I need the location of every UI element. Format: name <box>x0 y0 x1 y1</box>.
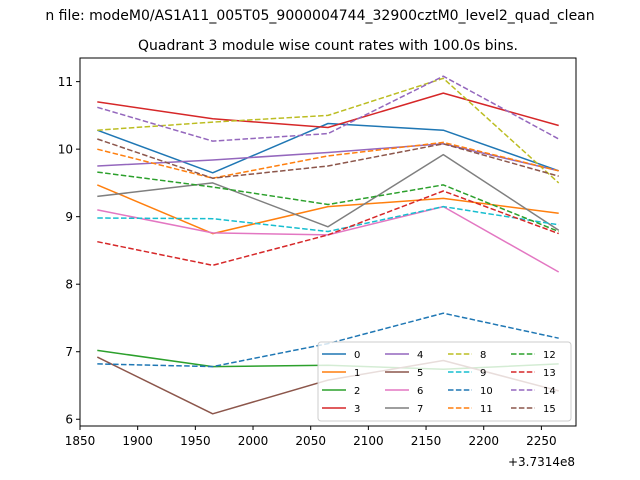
x-offset-label: +3.7314e8 <box>508 455 575 469</box>
legend-label-0: 0 <box>354 350 360 361</box>
x-tick-label: 2200 <box>468 434 499 448</box>
x-tick-label: 2000 <box>238 434 269 448</box>
x-tick-label: 1900 <box>122 434 153 448</box>
legend-label-9: 9 <box>480 368 486 379</box>
legend-label-10: 10 <box>480 386 493 397</box>
y-tick-label: 11 <box>58 75 73 89</box>
x-tick-label: 2250 <box>526 434 557 448</box>
series-line-13 <box>97 190 559 267</box>
legend-label-13: 13 <box>543 368 556 379</box>
series-line-0 <box>97 122 559 174</box>
chart-suptitle: n file: modeM0/AS1A11_005T05_9000004744_… <box>45 8 594 24</box>
x-tick-label: 2050 <box>295 434 326 448</box>
legend-label-2: 2 <box>354 386 360 397</box>
legend-label-4: 4 <box>417 350 423 361</box>
series-line-7 <box>97 153 560 231</box>
series-line-3 <box>97 92 559 129</box>
x-axis: 1850 1900 1950 2000 2050 2100 2150 2200 2250 <box>65 426 557 448</box>
series-line-14 <box>97 75 560 142</box>
legend-label-14: 14 <box>543 386 556 397</box>
legend-label-12: 12 <box>543 350 556 361</box>
series-line-11 <box>97 141 559 179</box>
legend-label-3: 3 <box>354 404 360 415</box>
chart-title: Quadrant 3 module wise count rates with … <box>138 38 518 54</box>
series-line-1 <box>97 184 559 235</box>
legend-box <box>317 341 572 422</box>
legend-label-11: 11 <box>480 404 493 415</box>
series-line-15 <box>97 138 559 179</box>
y-tick-label: 6 <box>65 413 73 427</box>
series-line-9 <box>97 205 559 233</box>
y-axis: 6 7 8 9 10 11 <box>58 75 80 427</box>
legend-label-7: 7 <box>417 404 423 415</box>
y-tick-label: 8 <box>65 278 73 292</box>
series-line-4 <box>97 143 559 172</box>
series-line-8 <box>97 77 560 184</box>
x-tick-label: 1950 <box>180 434 211 448</box>
x-tick-label: 2100 <box>353 434 384 448</box>
y-tick-label: 10 <box>58 143 73 157</box>
legend-label-15: 15 <box>543 404 556 415</box>
y-tick-label: 9 <box>65 210 73 224</box>
legend-label-1: 1 <box>354 368 360 379</box>
legend-label-6: 6 <box>417 386 423 397</box>
y-tick-label: 7 <box>65 345 73 359</box>
x-tick-label: 1850 <box>65 434 96 448</box>
legend-label-5: 5 <box>417 368 423 379</box>
x-tick-label: 2150 <box>411 434 442 448</box>
series-line-12 <box>97 171 559 233</box>
plot-frame <box>79 57 577 427</box>
legend-label-8: 8 <box>480 350 486 361</box>
